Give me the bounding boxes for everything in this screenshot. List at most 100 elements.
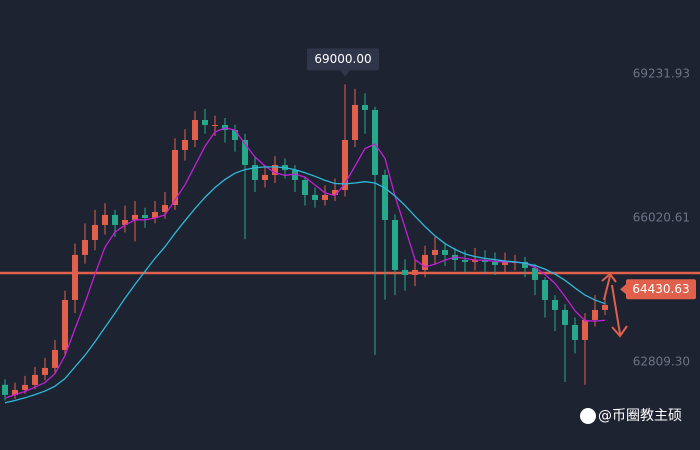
candle [422, 245, 428, 278]
candle [2, 379, 8, 401]
candle-body [372, 109, 378, 175]
high-tooltip-box [307, 48, 379, 71]
candle-body [22, 384, 28, 390]
candle [502, 252, 508, 273]
candle-body [472, 259, 478, 262]
moving-average-line [4, 127, 606, 399]
candle [242, 133, 248, 240]
candle [532, 263, 538, 296]
price-tag-pointer [620, 284, 626, 295]
candle-body [422, 254, 428, 270]
candle-body [482, 259, 488, 262]
candle-body [122, 219, 128, 225]
candle [272, 156, 278, 184]
candle-body [2, 384, 8, 395]
candle [132, 200, 138, 242]
candle [62, 290, 68, 356]
candle [252, 156, 258, 192]
candle [122, 205, 128, 233]
candle [12, 382, 18, 400]
candle [332, 178, 338, 201]
candle-body [162, 205, 168, 212]
candle-body [382, 174, 388, 220]
candle [22, 375, 28, 394]
y-tick-label: 62809.30 [633, 354, 690, 368]
candle-body [522, 261, 528, 268]
candle [602, 292, 608, 316]
candle [542, 277, 548, 318]
candle [102, 203, 108, 235]
candle-body [182, 139, 188, 150]
price-tag-box [626, 279, 696, 300]
candle-body [232, 129, 238, 140]
candle-body [342, 139, 348, 190]
candle [312, 187, 318, 208]
candle-body [392, 219, 398, 270]
candle [342, 84, 348, 197]
candle-body [72, 254, 78, 300]
candle-body [262, 174, 268, 180]
high-label: 69000.00 [314, 52, 371, 66]
high-tooltip-pointer [340, 70, 350, 77]
candle [262, 165, 268, 188]
candle-body [532, 267, 538, 280]
candle-body [592, 309, 598, 320]
candle-body [242, 139, 248, 166]
candle [172, 138, 178, 210]
candle-body [352, 104, 358, 140]
candle [402, 259, 408, 291]
candle [482, 250, 488, 273]
candle [562, 304, 568, 382]
watermark-icon [580, 408, 596, 424]
candle [492, 252, 498, 275]
candle-body [42, 367, 48, 375]
candle-body [542, 279, 548, 300]
candle-body [332, 189, 338, 195]
candle-body [412, 269, 418, 275]
watermark-text: @币圈教主硕 [598, 408, 682, 424]
candle-body [272, 165, 278, 175]
candle-body [152, 211, 158, 219]
candle [32, 366, 38, 390]
candle [322, 185, 328, 206]
candle [42, 357, 48, 381]
candle-body [212, 124, 218, 126]
candle [232, 124, 238, 152]
candle [372, 106, 378, 355]
moving-average-line [4, 166, 606, 404]
candle-body [12, 389, 18, 395]
candle-body [582, 319, 588, 340]
candle [442, 243, 448, 266]
candle-body [402, 269, 408, 275]
candle-body [82, 239, 88, 255]
candle-body [552, 299, 558, 310]
candle [92, 209, 98, 251]
candle-body [132, 214, 138, 220]
candle-body [32, 374, 38, 385]
candle [82, 223, 88, 264]
candle [182, 129, 188, 161]
plot: 69231.93 66020.61 62809.30 64430.63 69000.00 [2, 48, 696, 404]
down-arrow [611, 284, 628, 338]
candle [392, 214, 398, 296]
candle-body [502, 261, 508, 265]
candle [152, 200, 158, 224]
y-tick-label: 66020.61 [633, 210, 690, 224]
candle [472, 248, 478, 271]
candle-body [362, 104, 368, 110]
candle [432, 236, 438, 264]
candle [552, 295, 558, 331]
candle-body [492, 261, 498, 265]
y-tick-label: 69231.93 [633, 66, 690, 80]
candle-body [312, 194, 318, 200]
candle-body [292, 169, 298, 180]
candle [52, 339, 58, 374]
last-price-label: 64430.63 [632, 282, 689, 296]
candle-body [202, 119, 208, 125]
candle-body [62, 299, 68, 350]
watermark: @币圈教主硕 [580, 408, 682, 424]
candle [582, 313, 588, 385]
candle-body [92, 224, 98, 240]
